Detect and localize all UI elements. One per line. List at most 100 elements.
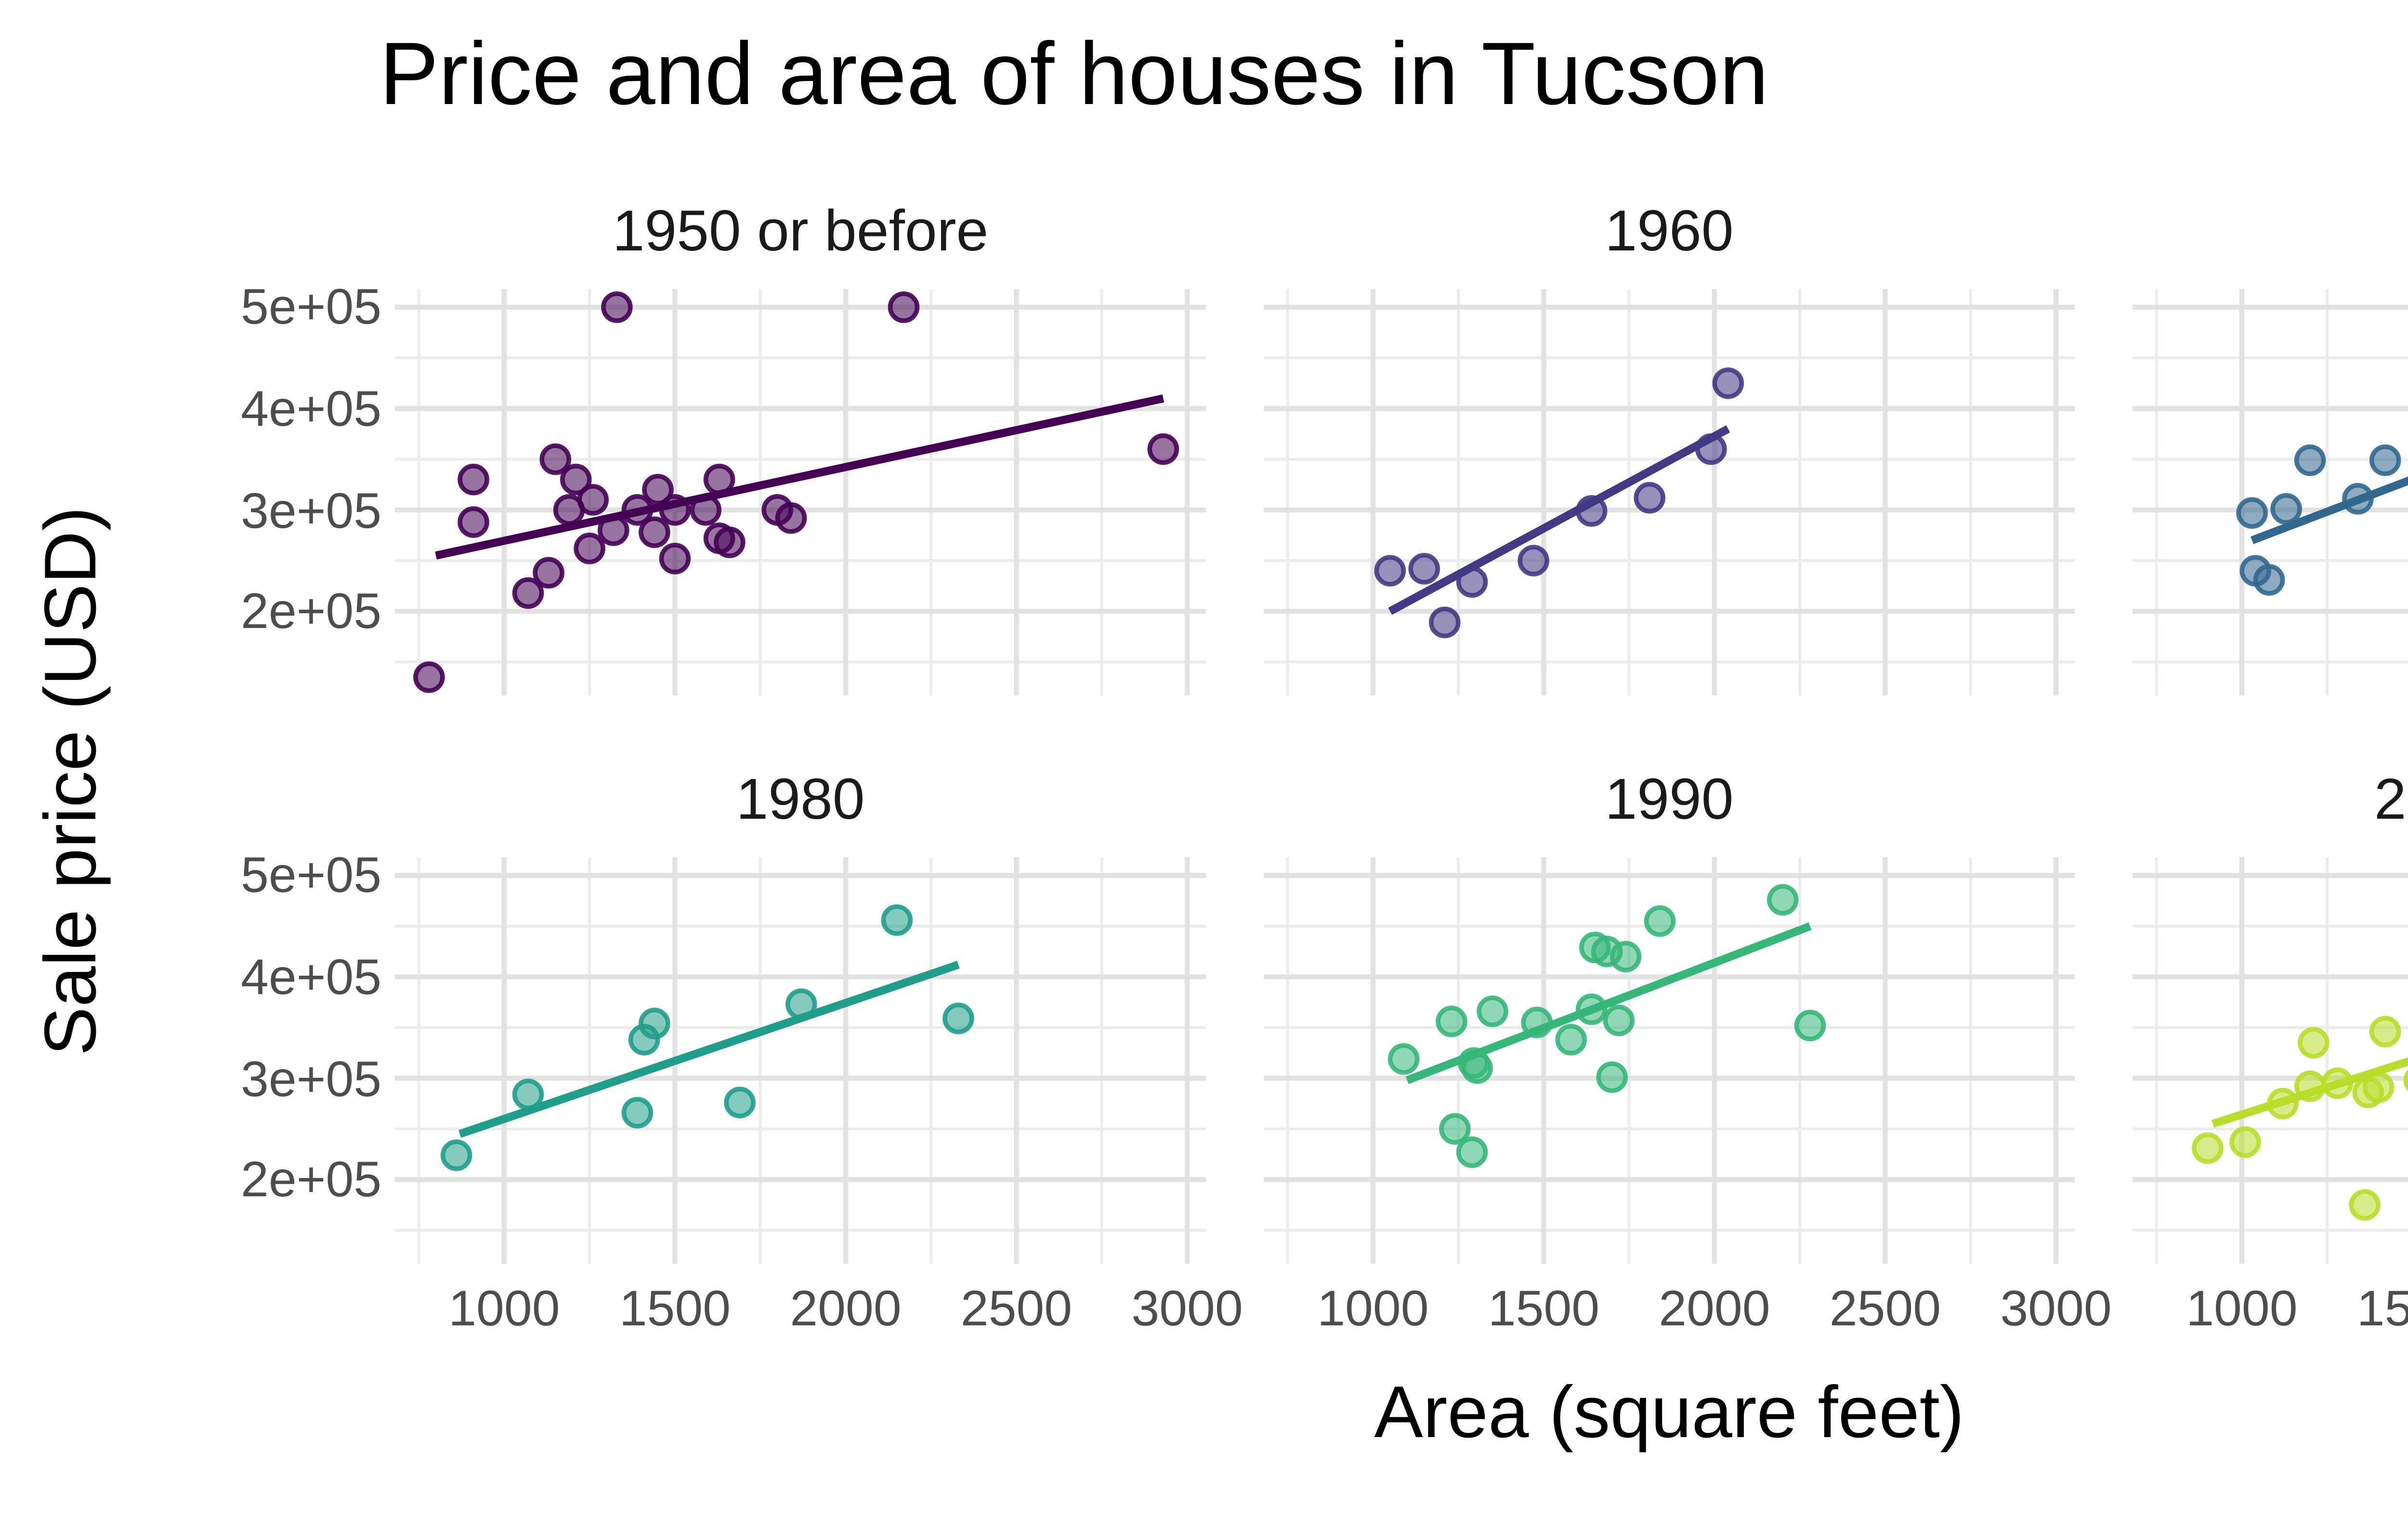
trend-line	[1388, 425, 1730, 615]
y-tick-label: 4e+05	[241, 380, 382, 438]
x-tick-label: 2000	[1659, 1279, 1770, 1337]
scatter-point	[512, 1078, 544, 1111]
scatter-point	[690, 494, 722, 526]
scatter-point	[785, 988, 817, 1020]
y-tick-label: 5e+05	[241, 846, 382, 904]
scatter-point	[2369, 1016, 2401, 1047]
scatter-point	[659, 543, 691, 575]
scatter-point	[1575, 495, 1608, 527]
scatter-point	[1408, 553, 1440, 585]
scatter-point	[2297, 1027, 2329, 1059]
scatter-point	[512, 577, 544, 609]
x-tick-label: 2500	[960, 1279, 1073, 1337]
y-tick-label: 3e+05	[241, 481, 382, 539]
scatter-point	[1387, 1043, 1420, 1075]
scatter-point	[560, 463, 592, 496]
facet-strip-label: 1990	[1605, 769, 1734, 832]
scatter-point	[574, 533, 605, 564]
scatter-point	[1456, 566, 1488, 598]
scatter-point	[597, 514, 629, 546]
x-axis-title: Area (square feet)	[1374, 1374, 1964, 1454]
trend-line	[435, 394, 1165, 560]
scatter-point	[458, 506, 489, 538]
scatter-point	[1712, 367, 1744, 399]
scatter-point	[775, 502, 807, 534]
scatter-point	[1439, 1113, 1471, 1145]
scatter-point	[1555, 1024, 1587, 1056]
scatter-point	[2253, 564, 2285, 596]
scatter-point	[553, 494, 585, 526]
scatter-point	[413, 661, 445, 693]
scatter-point	[1461, 1052, 1493, 1084]
scatter-point	[2294, 444, 2326, 476]
facet-panel	[2133, 857, 2408, 1264]
plot-title: Price and area of houses in Tucson	[380, 23, 1769, 123]
scatter-point	[1610, 941, 1642, 973]
scatter-point	[601, 291, 633, 323]
scatter-point	[942, 1002, 974, 1034]
scatter-point	[724, 1086, 756, 1119]
scatter-point	[2369, 444, 2401, 476]
scatter-point	[1521, 1007, 1553, 1038]
scatter-point	[659, 494, 691, 526]
scatter-point	[1436, 1006, 1467, 1037]
scatter-point	[533, 557, 564, 589]
scatter-point	[1634, 482, 1666, 514]
scatter-point	[2270, 493, 2302, 525]
x-tick-label: 3000	[2000, 1279, 2112, 1337]
scatter-point	[1428, 606, 1461, 639]
scatter-point	[2352, 1076, 2384, 1109]
scatter-point	[1603, 1005, 1635, 1036]
scatter-point	[1644, 905, 1676, 937]
y-tick-label: 2e+05	[241, 582, 382, 641]
x-tick-label: 2500	[1829, 1279, 1941, 1337]
facet-panel	[1264, 289, 2075, 695]
trend-line	[458, 961, 960, 1138]
x-tick-label: 1000	[448, 1279, 560, 1337]
facet-strip-label: 2000 or after	[2374, 769, 2408, 832]
scatter-point	[2342, 483, 2374, 515]
scatter-point	[628, 1024, 660, 1056]
y-tick-label: 5e+05	[241, 278, 382, 336]
scatter-point	[881, 904, 913, 936]
x-tick-label: 1500	[619, 1279, 731, 1337]
scatter-point	[2229, 1126, 2261, 1158]
scatter-point	[2192, 1132, 2224, 1164]
y-tick-label: 3e+05	[241, 1049, 382, 1107]
x-tick-label: 3000	[1131, 1279, 1243, 1337]
y-axis-title: Sale price (USD)	[32, 506, 113, 1056]
scatter-point	[2294, 1070, 2326, 1102]
x-tick-label: 1000	[2186, 1279, 2298, 1337]
scatter-point	[703, 463, 735, 496]
scatter-point	[639, 516, 670, 548]
scatter-point	[621, 1097, 654, 1129]
scatter-point	[1575, 993, 1608, 1025]
scatter-point	[1147, 433, 1179, 465]
scatter-point	[621, 494, 654, 526]
x-tick-label: 1500	[2356, 1279, 2408, 1337]
scatter-point	[1596, 1061, 1628, 1093]
scatter-point	[2321, 1067, 2354, 1099]
scatter-point	[2349, 1189, 2381, 1221]
scatter-point	[1518, 545, 1549, 576]
facet-panel	[395, 289, 1206, 695]
scatter-point	[2403, 1069, 2408, 1091]
scatter-point	[539, 443, 572, 475]
y-tick-label: 4e+05	[241, 948, 382, 1006]
y-tick-label: 2e+05	[241, 1151, 382, 1209]
scatter-point	[2267, 1087, 2299, 1120]
scatter-point	[440, 1139, 472, 1171]
x-tick-label: 1000	[1317, 1279, 1429, 1337]
facet-strip-label: 1980	[736, 769, 865, 832]
scatter-point	[1477, 995, 1508, 1027]
x-tick-label: 1500	[1488, 1279, 1600, 1337]
scatter-point	[1374, 555, 1406, 587]
scatter-point	[1695, 433, 1727, 465]
facet-strip-label: 1950 or before	[612, 200, 989, 264]
facet-panel	[395, 857, 1206, 1264]
scatter-point	[714, 526, 746, 558]
facet-strip-label: 1970	[2133, 200, 2408, 266]
x-tick-label: 2000	[790, 1279, 902, 1337]
scatter-point	[1767, 884, 1799, 916]
